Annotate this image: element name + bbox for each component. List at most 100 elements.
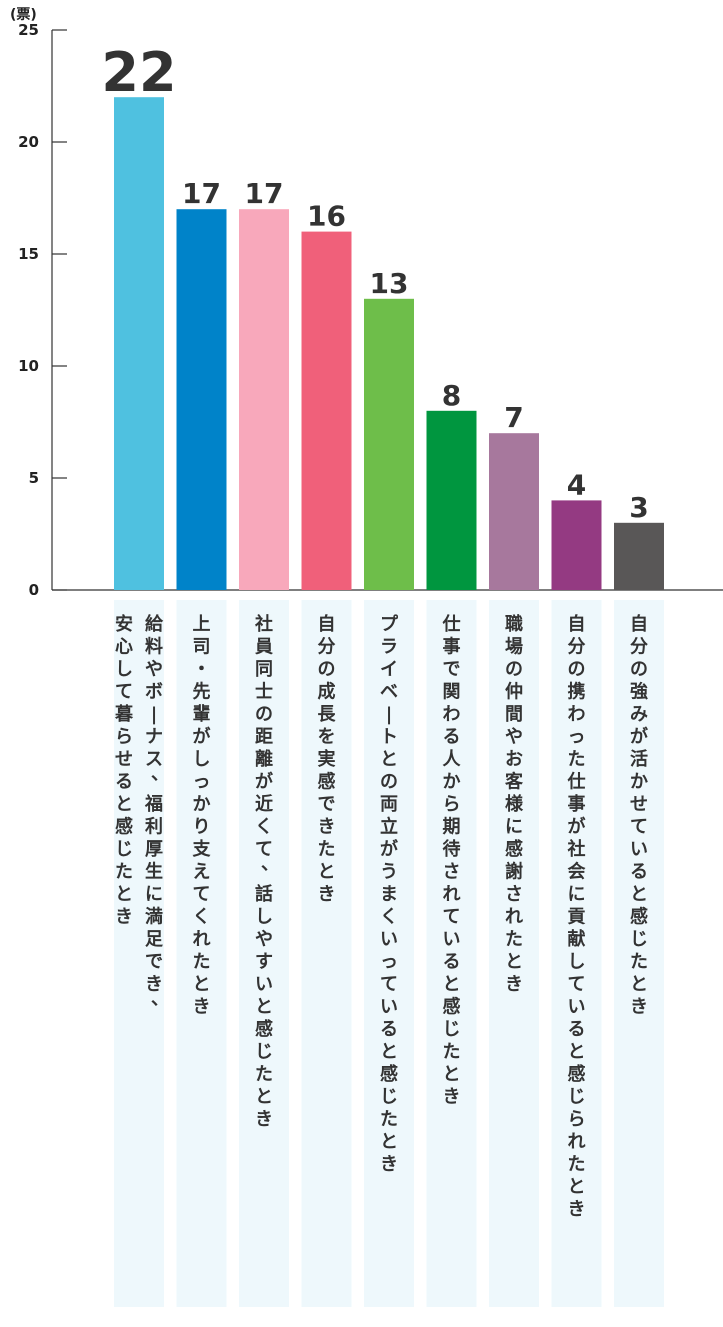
category-label-char: 員 bbox=[254, 637, 273, 658]
category-label-char: で bbox=[443, 659, 461, 680]
category-label-background bbox=[239, 600, 289, 1307]
category-label-char: か bbox=[443, 772, 461, 793]
category-label-char: に bbox=[505, 817, 523, 838]
category-label-char: に bbox=[568, 884, 586, 905]
category-label-char: の bbox=[630, 659, 648, 680]
category-label-char: り bbox=[193, 817, 211, 838]
category-label-char: っ bbox=[568, 727, 586, 748]
category-label-char: 感 bbox=[443, 996, 461, 1018]
category-label-char: き bbox=[193, 997, 211, 1018]
category-label-char: や bbox=[145, 659, 163, 680]
category-label-char: い bbox=[380, 929, 398, 950]
category-label-background bbox=[301, 600, 352, 1307]
category-label-char: 感 bbox=[380, 1063, 398, 1085]
category-label-char: 給 bbox=[145, 613, 164, 635]
value-label: 17 bbox=[245, 177, 284, 210]
category-label-char: と bbox=[380, 1132, 398, 1153]
category-label-char: い bbox=[443, 929, 461, 950]
category-label-char: 自 bbox=[568, 613, 586, 635]
category-label-char: 間 bbox=[505, 704, 523, 725]
value-label: 4 bbox=[567, 468, 586, 501]
category-label-char: ベ bbox=[380, 682, 398, 703]
category-label-char: た bbox=[568, 749, 586, 770]
y-tick-label: 10 bbox=[18, 357, 39, 375]
category-label-char: 感 bbox=[318, 771, 336, 793]
category-label-char: る bbox=[115, 772, 133, 793]
category-label-char: 足 bbox=[145, 929, 163, 950]
category-label-char: と bbox=[443, 974, 461, 995]
category-label-char: と bbox=[318, 862, 336, 883]
category-label-char: 感 bbox=[255, 1018, 273, 1040]
category-label-char: ト bbox=[380, 727, 398, 748]
category-label-char: た bbox=[505, 929, 523, 950]
category-label-background bbox=[176, 600, 227, 1307]
value-labels: 22 17 17 16 13 8 7 4 3 bbox=[101, 41, 648, 524]
category-label-char: と bbox=[568, 1042, 586, 1063]
category-label-char: 会 bbox=[568, 861, 586, 883]
category-label-char: 厚 bbox=[145, 839, 163, 860]
category-label-char: い bbox=[630, 839, 648, 860]
y-axis-unit-label: (票) bbox=[10, 7, 37, 23]
category-label-char: い bbox=[255, 974, 273, 995]
category-label-char: 仕 bbox=[442, 613, 461, 635]
category-label-char: く bbox=[193, 907, 211, 928]
category-label-char: と bbox=[255, 1087, 273, 1108]
category-label-char: が bbox=[568, 816, 586, 838]
category-label-char: 生 bbox=[145, 861, 163, 883]
category-label-char: で bbox=[318, 794, 336, 815]
y-tick-label: 20 bbox=[18, 133, 39, 151]
category-label-char: て bbox=[115, 682, 133, 703]
category-label-char: 上 bbox=[193, 614, 211, 635]
category-label-char: 感 bbox=[505, 838, 523, 860]
category-label-char: せ bbox=[630, 794, 648, 815]
category-label-char: 実 bbox=[318, 748, 336, 770]
category-label-char: を bbox=[318, 727, 336, 748]
category-label-char: い bbox=[380, 997, 398, 1018]
category-label-char: の bbox=[568, 659, 586, 680]
category-label-char: 強 bbox=[630, 681, 648, 703]
category-label-char: 長 bbox=[318, 704, 337, 725]
category-label-char: 自 bbox=[318, 613, 336, 635]
category-label-char: き bbox=[505, 974, 523, 995]
category-label-char: し bbox=[568, 952, 586, 973]
category-label-char: く bbox=[380, 907, 398, 928]
category-label-char: ら bbox=[443, 794, 461, 815]
value-label: 17 bbox=[182, 177, 221, 210]
category-label-char: 仕 bbox=[567, 771, 586, 793]
category-label-char: ・ bbox=[193, 659, 211, 680]
category-label-char: と bbox=[380, 749, 398, 770]
category-label-char: 離 bbox=[255, 748, 273, 770]
category-label-char: 貢 bbox=[568, 907, 586, 928]
category-label-char: と bbox=[568, 1177, 586, 1198]
category-label-char: 、 bbox=[261, 854, 279, 875]
category-label-background bbox=[364, 600, 414, 1307]
category-label-char: ま bbox=[380, 884, 398, 905]
category-label-char: 福 bbox=[144, 793, 163, 815]
category-label-char: 輩 bbox=[193, 703, 211, 725]
category-label-char: 支 bbox=[192, 838, 212, 860]
bar bbox=[489, 433, 539, 590]
category-label-char: し bbox=[115, 659, 133, 680]
category-label-char: 満 bbox=[145, 906, 163, 928]
bar bbox=[114, 97, 164, 590]
bar bbox=[426, 410, 477, 590]
y-tick-label: 0 bbox=[29, 581, 39, 599]
category-label-char: と bbox=[630, 884, 648, 905]
category-label-background bbox=[426, 600, 477, 1307]
category-label-char: や bbox=[255, 929, 273, 950]
category-label-char: 分 bbox=[630, 637, 648, 658]
bar bbox=[239, 209, 289, 590]
category-label-char: き bbox=[443, 1087, 461, 1108]
category-label-char: 安 bbox=[115, 613, 133, 635]
category-label-char: 待 bbox=[443, 838, 461, 860]
bar bbox=[364, 298, 414, 590]
category-label-char: 同 bbox=[255, 659, 273, 680]
category-label-char: 利 bbox=[145, 816, 163, 838]
category-label-char: 近 bbox=[255, 793, 273, 815]
category-label-char: 活 bbox=[630, 748, 648, 770]
y-tick-label: 25 bbox=[18, 21, 39, 39]
